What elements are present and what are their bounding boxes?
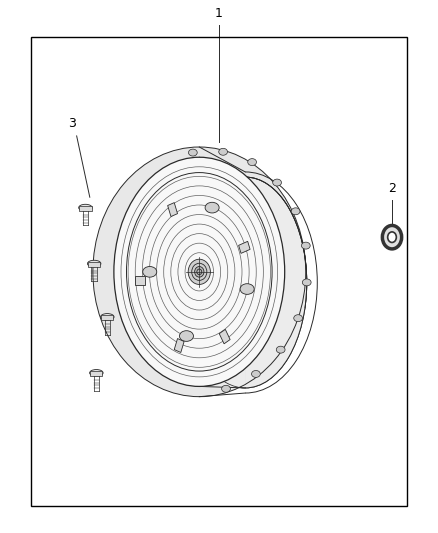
Ellipse shape (388, 232, 396, 243)
Polygon shape (199, 157, 307, 388)
Bar (168, 203, 177, 216)
Bar (88, 262, 100, 266)
Ellipse shape (302, 279, 311, 286)
Polygon shape (93, 147, 306, 397)
Ellipse shape (180, 330, 194, 341)
Bar (239, 241, 250, 253)
Ellipse shape (222, 385, 230, 392)
Bar (135, 276, 145, 285)
Ellipse shape (276, 346, 285, 353)
Ellipse shape (205, 203, 219, 213)
Ellipse shape (101, 313, 114, 320)
Bar (31, 37, 407, 506)
Ellipse shape (301, 242, 310, 249)
Ellipse shape (143, 266, 157, 277)
Ellipse shape (248, 159, 257, 166)
Ellipse shape (240, 284, 254, 294)
Ellipse shape (90, 369, 103, 376)
Bar (101, 315, 113, 320)
Ellipse shape (251, 370, 260, 377)
Ellipse shape (114, 157, 285, 386)
Ellipse shape (194, 266, 204, 277)
Ellipse shape (382, 225, 402, 249)
Bar (174, 338, 184, 352)
Ellipse shape (291, 208, 300, 215)
Bar (90, 371, 102, 376)
Text: 3: 3 (68, 117, 76, 130)
Ellipse shape (273, 179, 282, 186)
Ellipse shape (188, 149, 197, 156)
Text: 2: 2 (388, 182, 396, 195)
Ellipse shape (294, 314, 303, 321)
Ellipse shape (188, 259, 210, 285)
Ellipse shape (88, 260, 101, 267)
Bar (79, 206, 92, 211)
Bar (219, 329, 230, 344)
Ellipse shape (219, 148, 227, 155)
Text: 1: 1 (215, 7, 223, 20)
Ellipse shape (184, 177, 307, 388)
Ellipse shape (79, 204, 92, 211)
